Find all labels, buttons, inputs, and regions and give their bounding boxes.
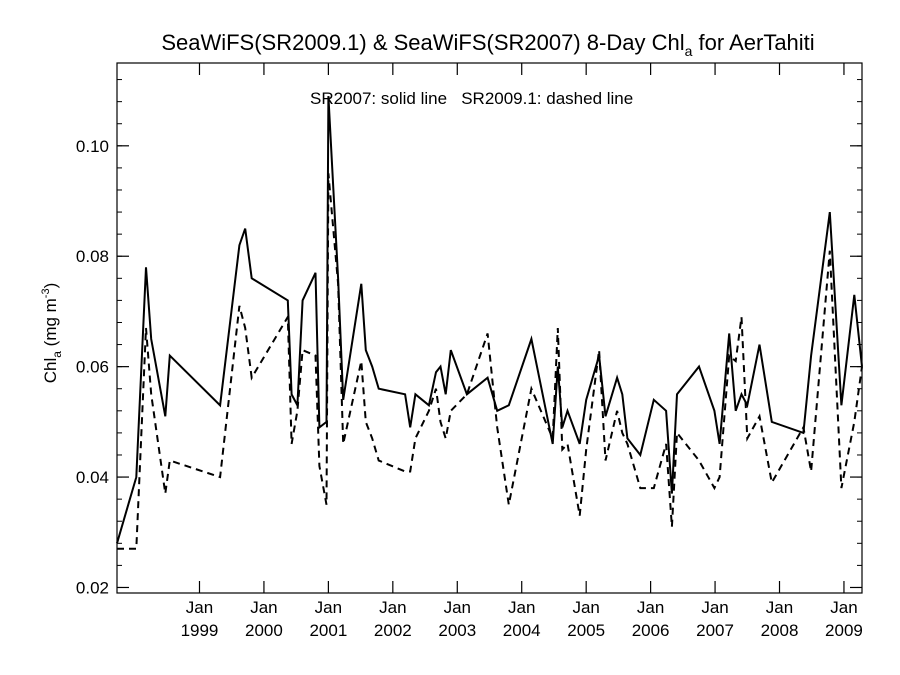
chart-title-subscript: a (685, 43, 693, 59)
x-tick-year-label: 2000 (245, 621, 283, 640)
y-axis-label: Chla (mg m-3) (40, 283, 64, 384)
y-axis-label-main: Chl (41, 358, 60, 384)
y-tick-label: 0.04 (76, 468, 109, 487)
x-tick-month-label: Jan (186, 598, 213, 617)
x-tick-month-label: Jan (637, 598, 664, 617)
x-axis: Jan 1999 Jan 2000 Jan 2001 Jan 2002 Jan 2003 Jan 20… (181, 63, 863, 640)
x-tick-year-label: 2004 (503, 621, 541, 640)
x-tick-month-label: Jan (250, 598, 277, 617)
chart-title-suffix: for AerTahiti (692, 30, 814, 55)
chart-title: SeaWiFS(SR2009.1) & SeaWiFS(SR2007) 8-Da… (161, 30, 814, 59)
y-axis: 0.02 0.04 0.06 0.08 0.10 (76, 79, 862, 597)
legend-annotation: SR2007: solid line SR2009.1: dashed line (310, 89, 633, 108)
y-axis-label-superscript: -3 (40, 288, 52, 298)
y-axis-label-subscript: a (50, 351, 64, 358)
series-layer (116, 96, 863, 550)
x-tick-year-label: 2008 (761, 621, 799, 640)
chart-title-main: SeaWiFS(SR2009.1) & SeaWiFS(SR2007) 8-Da… (161, 30, 684, 55)
x-tick-month-label: Jan (444, 598, 471, 617)
x-tick-year-label: 2002 (374, 621, 412, 640)
x-tick-month-label: Jan (766, 598, 793, 617)
y-tick-label: 0.08 (76, 247, 109, 266)
series-line-sr2009-1 (117, 173, 863, 550)
x-tick-month-label: Jan (830, 598, 857, 617)
x-tick-year-label: 2009 (825, 621, 863, 640)
x-tick-month-label: Jan (315, 598, 342, 617)
y-tick-label: 0.10 (76, 137, 109, 156)
plot-frame (116, 62, 863, 594)
x-tick-month-label: Jan (379, 598, 406, 617)
y-axis-label-close: ) (41, 283, 60, 289)
x-tick-year-label: 2007 (696, 621, 734, 640)
y-tick-label: 0.02 (76, 578, 109, 597)
x-tick-month-label: Jan (572, 598, 599, 617)
x-tick-year-label: 1999 (181, 621, 219, 640)
x-tick-month-label: Jan (508, 598, 535, 617)
x-tick-year-label: 2001 (309, 621, 347, 640)
y-axis-label-unit: (mg m (41, 298, 60, 351)
y-tick-label: 0.06 (76, 358, 109, 377)
x-tick-month-label: Jan (701, 598, 728, 617)
x-tick-year-label: 2006 (632, 621, 670, 640)
series-line-sr2007 (116, 96, 863, 544)
x-tick-year-label: 2005 (567, 621, 605, 640)
x-tick-year-label: 2003 (438, 621, 476, 640)
